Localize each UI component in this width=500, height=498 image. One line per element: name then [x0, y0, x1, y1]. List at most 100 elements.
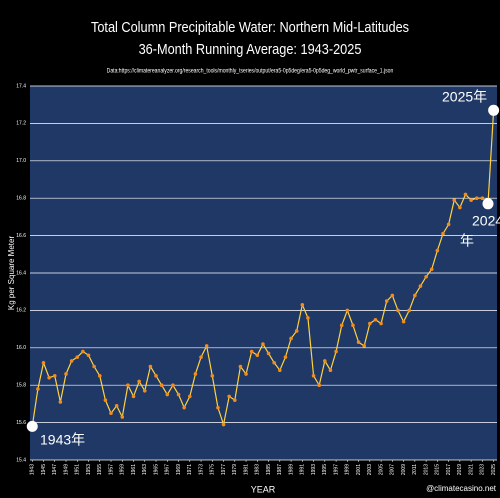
data-point — [424, 274, 428, 279]
chart-title: Total Column Precipitable Water: Norther… — [91, 18, 409, 35]
x-tick-label: 1949 — [63, 464, 69, 475]
x-tick-label: 2005 — [378, 464, 384, 475]
data-point — [396, 308, 400, 313]
x-tick-label: 1951 — [75, 464, 81, 475]
data-point — [233, 398, 237, 402]
source: Data:https://climatereanalyzer.org/resea… — [107, 68, 394, 74]
data-point — [311, 374, 316, 378]
x-tick-label: 1981 — [243, 464, 249, 475]
y-tick-label: 15.6 — [16, 420, 26, 426]
x-tick-label: 1947 — [52, 464, 58, 475]
data-point — [278, 368, 282, 373]
data-point — [446, 222, 451, 227]
annotation: 1943年 — [40, 432, 85, 448]
y-tick-label: 16.4 — [16, 270, 26, 276]
data-point — [75, 355, 80, 359]
data-point — [255, 353, 260, 358]
data-point — [452, 198, 457, 202]
y-tick-label: 17.2 — [16, 121, 26, 127]
x-tick-label: 2007 — [390, 464, 396, 475]
data-point — [294, 329, 299, 333]
data-point — [249, 349, 254, 354]
credit: @climatecasino.net — [426, 484, 497, 493]
data-point — [86, 353, 91, 358]
data-point — [328, 368, 333, 373]
data-point — [272, 360, 276, 365]
data-point — [165, 392, 170, 397]
x-tick-label: 1943 — [30, 464, 36, 475]
x-tick-label: 1975 — [210, 464, 216, 475]
x-tick-label: 2015 — [435, 464, 441, 475]
data-point — [137, 379, 141, 384]
x-tick-label: 2021 — [468, 464, 474, 475]
data-point — [81, 349, 85, 354]
x-tick-label: 1961 — [131, 464, 137, 475]
x-tick-label: 2009 — [401, 464, 407, 475]
data-point — [390, 293, 395, 298]
annotation: 年 — [460, 233, 474, 249]
x-tick-label: 1997 — [333, 464, 339, 475]
x-tick-label: 1973 — [198, 464, 204, 475]
data-point — [474, 196, 479, 200]
data-point — [52, 374, 57, 378]
y-tick-label: 16.8 — [16, 196, 26, 202]
highlight-point — [26, 420, 38, 432]
data-point — [413, 293, 417, 298]
data-point — [176, 392, 181, 397]
x-tick-label: 1985 — [266, 464, 272, 475]
data-point — [41, 360, 46, 365]
data-point — [261, 342, 265, 346]
data-point — [334, 349, 338, 354]
data-point — [193, 372, 198, 376]
annotation: 2025年 — [442, 89, 487, 105]
data-point — [458, 205, 462, 210]
x-tick-label: 1945 — [41, 464, 47, 475]
data-point — [69, 359, 74, 363]
x-tick-label: 1971 — [187, 464, 193, 475]
data-point — [36, 387, 40, 391]
data-point — [300, 302, 305, 307]
data-point — [362, 344, 367, 348]
x-tick-label: 1979 — [232, 464, 238, 475]
x-tick-label: 1959 — [120, 464, 126, 475]
data-point — [204, 344, 209, 348]
annotation: 2024 — [472, 213, 500, 229]
y-axis-label: Kg per Square Meter — [7, 236, 16, 311]
data-point — [114, 403, 119, 408]
data-point — [407, 308, 412, 313]
x-tick-label: 2013 — [423, 464, 429, 475]
data-point — [317, 383, 322, 388]
x-tick-label: 1991 — [300, 464, 306, 475]
data-point — [244, 372, 248, 376]
data-point — [58, 400, 63, 404]
highlight-point — [488, 104, 500, 116]
data-point — [126, 383, 130, 388]
x-tick-label: 1957 — [108, 464, 114, 475]
data-point — [64, 372, 68, 376]
data-point — [283, 355, 288, 359]
data-point — [154, 374, 158, 378]
data-point — [109, 411, 113, 416]
x-tick-label: 1955 — [97, 464, 103, 475]
x-axis-label: YEAR — [251, 484, 276, 494]
data-point — [463, 192, 468, 197]
x-tick-label: 1969 — [176, 464, 182, 475]
data-point — [345, 308, 350, 313]
x-tick-label: 2025 — [491, 464, 497, 475]
x-tick-label: 2011 — [412, 464, 418, 475]
data-point — [103, 398, 108, 402]
x-tick-label: 1989 — [288, 464, 294, 475]
data-point — [92, 364, 96, 369]
x-tick-label: 1999 — [345, 464, 351, 475]
x-tick-label: 1965 — [153, 464, 159, 475]
data-point — [131, 394, 136, 399]
data-point — [221, 422, 226, 427]
data-point — [238, 364, 243, 369]
x-tick-label: 2023 — [480, 464, 486, 475]
y-tick-label: 17.0 — [16, 158, 26, 164]
data-point — [210, 374, 215, 378]
data-point — [47, 375, 51, 380]
data-point — [469, 198, 473, 202]
data-point — [429, 267, 434, 272]
data-point — [351, 323, 355, 328]
